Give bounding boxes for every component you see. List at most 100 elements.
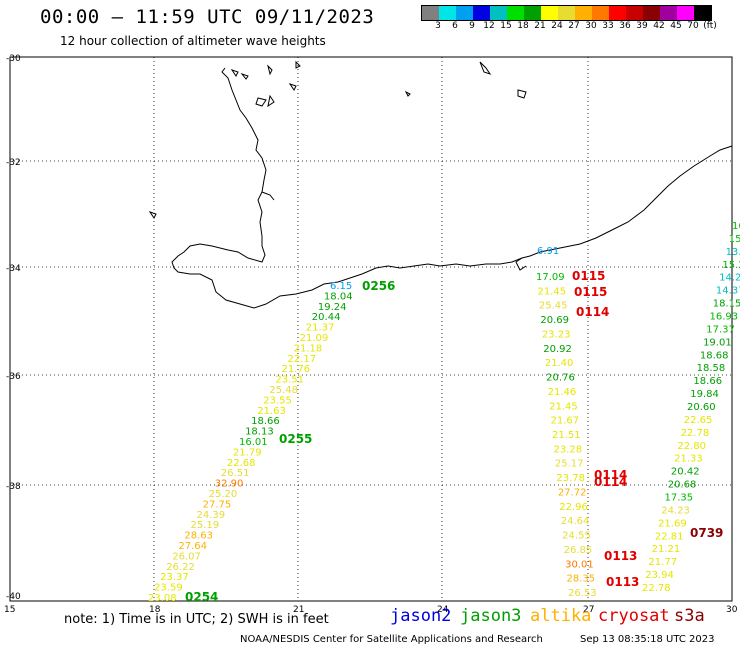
wave-height-value: 21.77 — [648, 557, 677, 568]
wave-height-value: 21.79 — [233, 447, 262, 458]
lon-label: 21 — [293, 605, 304, 615]
wave-height-value: 20.44 — [312, 312, 341, 323]
pass-time-label: 0114 — [594, 468, 627, 482]
color-scale-label: 30 — [585, 21, 597, 31]
wave-height-value: 23.78 — [556, 473, 585, 484]
wave-height-value: 20.76 — [546, 373, 575, 384]
color-swatch — [558, 6, 575, 20]
lon-label: 24 — [437, 605, 449, 615]
wave-height-value: 24.39 — [197, 510, 226, 521]
wave-height-value: 22.65 — [684, 415, 713, 426]
color-scale-label: (ft) — [703, 21, 717, 31]
wave-height-value: 22.68 — [227, 458, 256, 469]
color-scale-label: 42 — [653, 21, 665, 31]
wave-height-value: 19.01 — [703, 337, 732, 348]
wave-height-value: 25.48 — [269, 385, 298, 396]
pass-time-label: 0115 — [574, 285, 607, 299]
wave-height-value: 21.51 — [552, 430, 581, 441]
wave-height-value: 21.67 — [551, 416, 580, 427]
wave-height-value: 23.55 — [263, 395, 292, 406]
color-swatch — [422, 6, 439, 20]
wave-height-value: 18.13 — [245, 427, 274, 438]
wave-height-value: 32.90 — [215, 479, 244, 490]
wave-height-value: 20.92 — [543, 344, 572, 355]
wave-height-value: 6.91 — [537, 246, 559, 257]
wave-height-value: 19.24 — [318, 302, 347, 313]
color-scale-label: 9 — [469, 21, 475, 31]
wave-height-value: 21.37 — [306, 323, 335, 334]
color-scale-label: 39 — [636, 21, 648, 31]
lon-label: 30 — [726, 605, 738, 615]
wave-height-value: 19.84 — [690, 389, 719, 400]
coastline — [171, 67, 733, 309]
wave-height-value: 15.23 — [722, 260, 740, 271]
wave-height-value: 23.28 — [553, 444, 582, 455]
wave-height-value: 24.64 — [561, 516, 590, 527]
legend-cryosat: cryosat — [598, 606, 670, 626]
lat-label: -38 — [6, 482, 21, 492]
lon-label: 18 — [149, 605, 161, 615]
color-scale-label: 15 — [500, 21, 512, 31]
color-scale-bar — [421, 5, 712, 21]
wave-height-value: 21.40 — [545, 358, 574, 369]
wave-height-value: 21.45 — [537, 286, 566, 297]
wave-height-value: 22.96 — [559, 502, 588, 513]
wave-height-value: 21.33 — [674, 454, 703, 465]
wave-height-value: 25.19 — [190, 520, 219, 531]
wave-height-value: 21.69 — [658, 518, 687, 529]
wave-height-value: 27.64 — [178, 541, 207, 552]
color-swatch — [677, 6, 694, 20]
color-scale-label: 24 — [551, 21, 563, 31]
legend-s3a: s3a — [674, 606, 705, 626]
color-scale-labels: 3 6 9 12 15 18 21 24 27 30 33 36 39 42 45 70 (ft) — [421, 21, 740, 33]
units-note: note: 1) Time is in UTC; 2) SWH is in fe… — [64, 612, 329, 627]
pass-time-label: 0254 — [185, 590, 218, 604]
wave-height-value: 18.15 — [713, 299, 740, 310]
wave-height-value: 22.81 — [655, 531, 684, 542]
lon-label: 15 — [4, 605, 15, 615]
pass-time-label: 0113 — [604, 549, 637, 563]
color-swatch — [626, 6, 643, 20]
wave-height-value: 18.66 — [693, 376, 722, 387]
track-right-values: 16.1515.413.715.2314.2114.3718.1516.9317… — [642, 221, 740, 594]
color-scale-label: 33 — [602, 21, 614, 31]
lat-label: -30 — [6, 54, 21, 64]
map-title: 00:00 – 11:59 UTC 09/11/2023 — [40, 6, 375, 28]
lat-label: -40 — [6, 592, 21, 602]
pass-time-label: 0115 — [572, 269, 605, 283]
wave-height-value: 18.04 — [324, 291, 353, 302]
color-scale-label: 70 — [687, 21, 699, 31]
color-scale-label: 3 — [435, 21, 441, 31]
wave-height-value: 22.17 — [288, 354, 317, 365]
wave-height-value: 16.15 — [732, 221, 740, 232]
color-swatch — [456, 6, 473, 20]
wave-height-value: 28.35 — [567, 574, 596, 585]
wave-height-value: 25.20 — [209, 489, 238, 500]
wave-height-value: 23.59 — [154, 583, 183, 594]
wave-height-value: 23.37 — [160, 572, 189, 583]
wave-height-value: 25.45 — [539, 301, 568, 312]
color-swatch — [660, 6, 677, 20]
color-scale-label: 36 — [619, 21, 631, 31]
wave-height-value: 20.42 — [671, 467, 700, 478]
wave-height-value: 16.01 — [239, 437, 268, 448]
color-swatch — [643, 6, 660, 20]
color-scale-label: 12 — [483, 21, 495, 31]
wave-height-value: 21.18 — [294, 343, 323, 354]
wave-height-value: 15.4 — [729, 234, 740, 245]
legend-altika: altika — [530, 606, 592, 626]
wave-height-value: 14.37 — [716, 286, 740, 297]
wave-height-value: 22.80 — [677, 441, 706, 452]
islands — [148, 60, 527, 219]
lat-label: -32 — [6, 158, 21, 168]
wave-height-value: 24.23 — [661, 505, 690, 516]
map-frame — [9, 56, 733, 602]
wave-height-value: 27.75 — [203, 499, 232, 510]
wave-height-value: 23.51 — [275, 375, 304, 386]
map-subtitle: 12 hour collection of altimeter wave hei… — [60, 34, 326, 48]
color-swatch — [524, 6, 541, 20]
wave-height-value: 20.60 — [687, 402, 716, 413]
wave-height-value: 14.21 — [719, 273, 740, 284]
wave-height-value: 26.85 — [564, 545, 593, 556]
wave-height-value: 17.37 — [706, 324, 735, 335]
